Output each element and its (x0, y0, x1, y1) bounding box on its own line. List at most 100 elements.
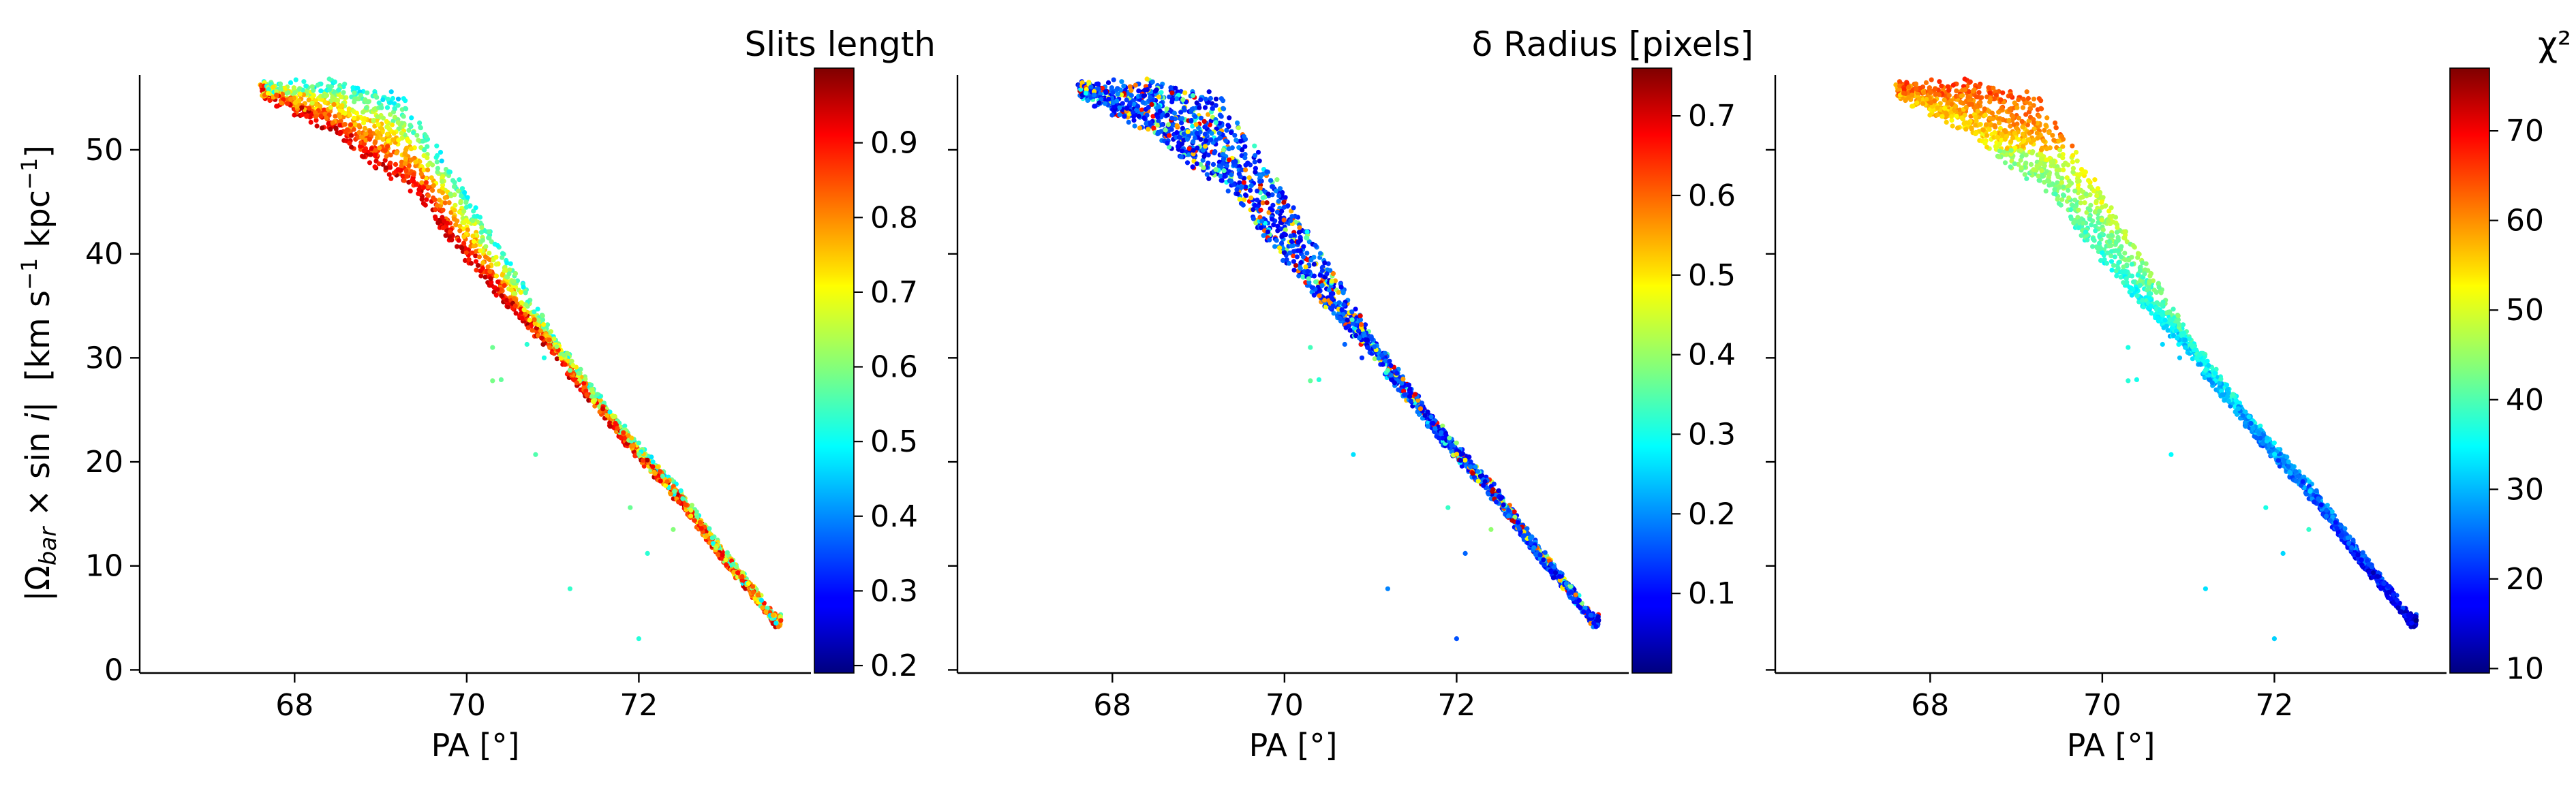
scatter-point (697, 520, 703, 525)
scatter-point (532, 321, 538, 326)
scatter-point (395, 103, 401, 108)
scatter-point (1365, 345, 1370, 350)
scatter-point (1255, 188, 1260, 193)
scatter-point (1206, 153, 1211, 158)
scatter-point (1337, 315, 1343, 321)
scatter-point (1103, 90, 1109, 95)
y-tick-label: 40 (85, 237, 123, 272)
scatter-point (431, 195, 436, 201)
scatter-point (519, 315, 525, 321)
scatter-point (583, 376, 588, 382)
scatter-point (1248, 187, 1253, 193)
scatter-point (500, 272, 505, 278)
scatter-point (1141, 93, 1146, 99)
scatter-point (1210, 161, 1216, 167)
scatter-point (1213, 103, 1218, 108)
scatter-point (597, 409, 602, 415)
scatter-point (372, 164, 378, 170)
scatter-point (1243, 162, 1248, 168)
scatter-point (318, 113, 324, 119)
scatter-point (1558, 570, 1563, 576)
scatter-point (1109, 112, 1115, 118)
scatter-point (1274, 177, 1280, 183)
scatter-point (1347, 328, 1353, 333)
scatter-point (368, 152, 373, 157)
scatter-point (457, 209, 463, 215)
x-tick-label: 72 (1437, 688, 1475, 723)
scatter-point (339, 108, 345, 114)
scatter-point (1201, 154, 1207, 159)
scatter-point (1231, 182, 1236, 187)
scatter-point (1224, 163, 1229, 168)
scatter-point (1353, 307, 1358, 312)
scatter-point (1407, 394, 1413, 399)
scatter-point (440, 215, 445, 220)
scatter-point (417, 191, 423, 197)
scatter-point (1239, 185, 1244, 190)
scatter-point (411, 178, 416, 184)
scatter-point (1270, 208, 1275, 213)
scatter-point (1281, 217, 1287, 223)
scatter-point (1155, 131, 1161, 136)
scatter-point (532, 309, 537, 315)
scatter-point (482, 275, 488, 280)
scatter-point (1432, 426, 1438, 431)
scatter-point (699, 526, 704, 531)
scatter-point (1259, 218, 1265, 224)
scatter-point (1357, 335, 1362, 341)
scatter-point (1289, 243, 1294, 249)
scatter-point (1304, 236, 1310, 241)
scatter-point (1185, 129, 1191, 134)
scatter-point (1097, 100, 1102, 106)
scatter-point (1184, 160, 1191, 166)
scatter-point (668, 491, 673, 497)
scatter-point (1233, 138, 1239, 143)
scatter-point (1317, 272, 1323, 278)
scatter-point (1295, 248, 1301, 253)
scatter-point (622, 423, 628, 428)
scatter-point (356, 130, 362, 136)
scatter-point (274, 92, 279, 98)
scatter-point (1192, 135, 1198, 141)
scatter-point (408, 123, 413, 128)
scatter-point (487, 229, 492, 234)
scatter-point (1260, 195, 1266, 200)
scatter-point (1221, 168, 1227, 174)
scatter-point (518, 290, 523, 295)
scatter-point (1364, 337, 1370, 343)
scatter-point (1213, 120, 1218, 125)
scatter-point (1268, 178, 1274, 183)
scatter-point (1422, 413, 1428, 418)
scatter-point (504, 260, 510, 266)
scatter-point (1253, 153, 1258, 158)
scatter-point (2099, 200, 2104, 205)
scatter-point (458, 198, 463, 204)
scatter-point (490, 345, 495, 350)
scatter-point (1121, 83, 1126, 89)
scatter-point (2026, 119, 2031, 124)
scatter-point (739, 574, 745, 580)
scatter-point (1251, 216, 1256, 221)
scatter-point (1319, 283, 1325, 288)
scatter-point (1475, 469, 1481, 474)
scatter-point (562, 362, 568, 367)
scatter-point (1265, 229, 1271, 234)
scatter-point (285, 101, 290, 106)
scatter-point (291, 85, 296, 91)
scatter-point (778, 618, 784, 623)
scatter-point (362, 125, 368, 131)
scatter-point (337, 123, 343, 128)
scatter-point (683, 502, 688, 507)
scatter-point (333, 114, 338, 119)
scatter-point (429, 175, 434, 181)
scatter-point (315, 82, 320, 88)
scatter-point (425, 184, 431, 189)
scatter-point (1235, 191, 1240, 197)
scatter-point (1174, 123, 1180, 128)
scatter-point (1202, 131, 1208, 137)
scatter-point (1274, 209, 1281, 215)
scatter-point (338, 94, 343, 99)
scatter-point (1987, 127, 1992, 132)
scatter-point (419, 196, 425, 202)
scatter-point (1430, 420, 1436, 426)
